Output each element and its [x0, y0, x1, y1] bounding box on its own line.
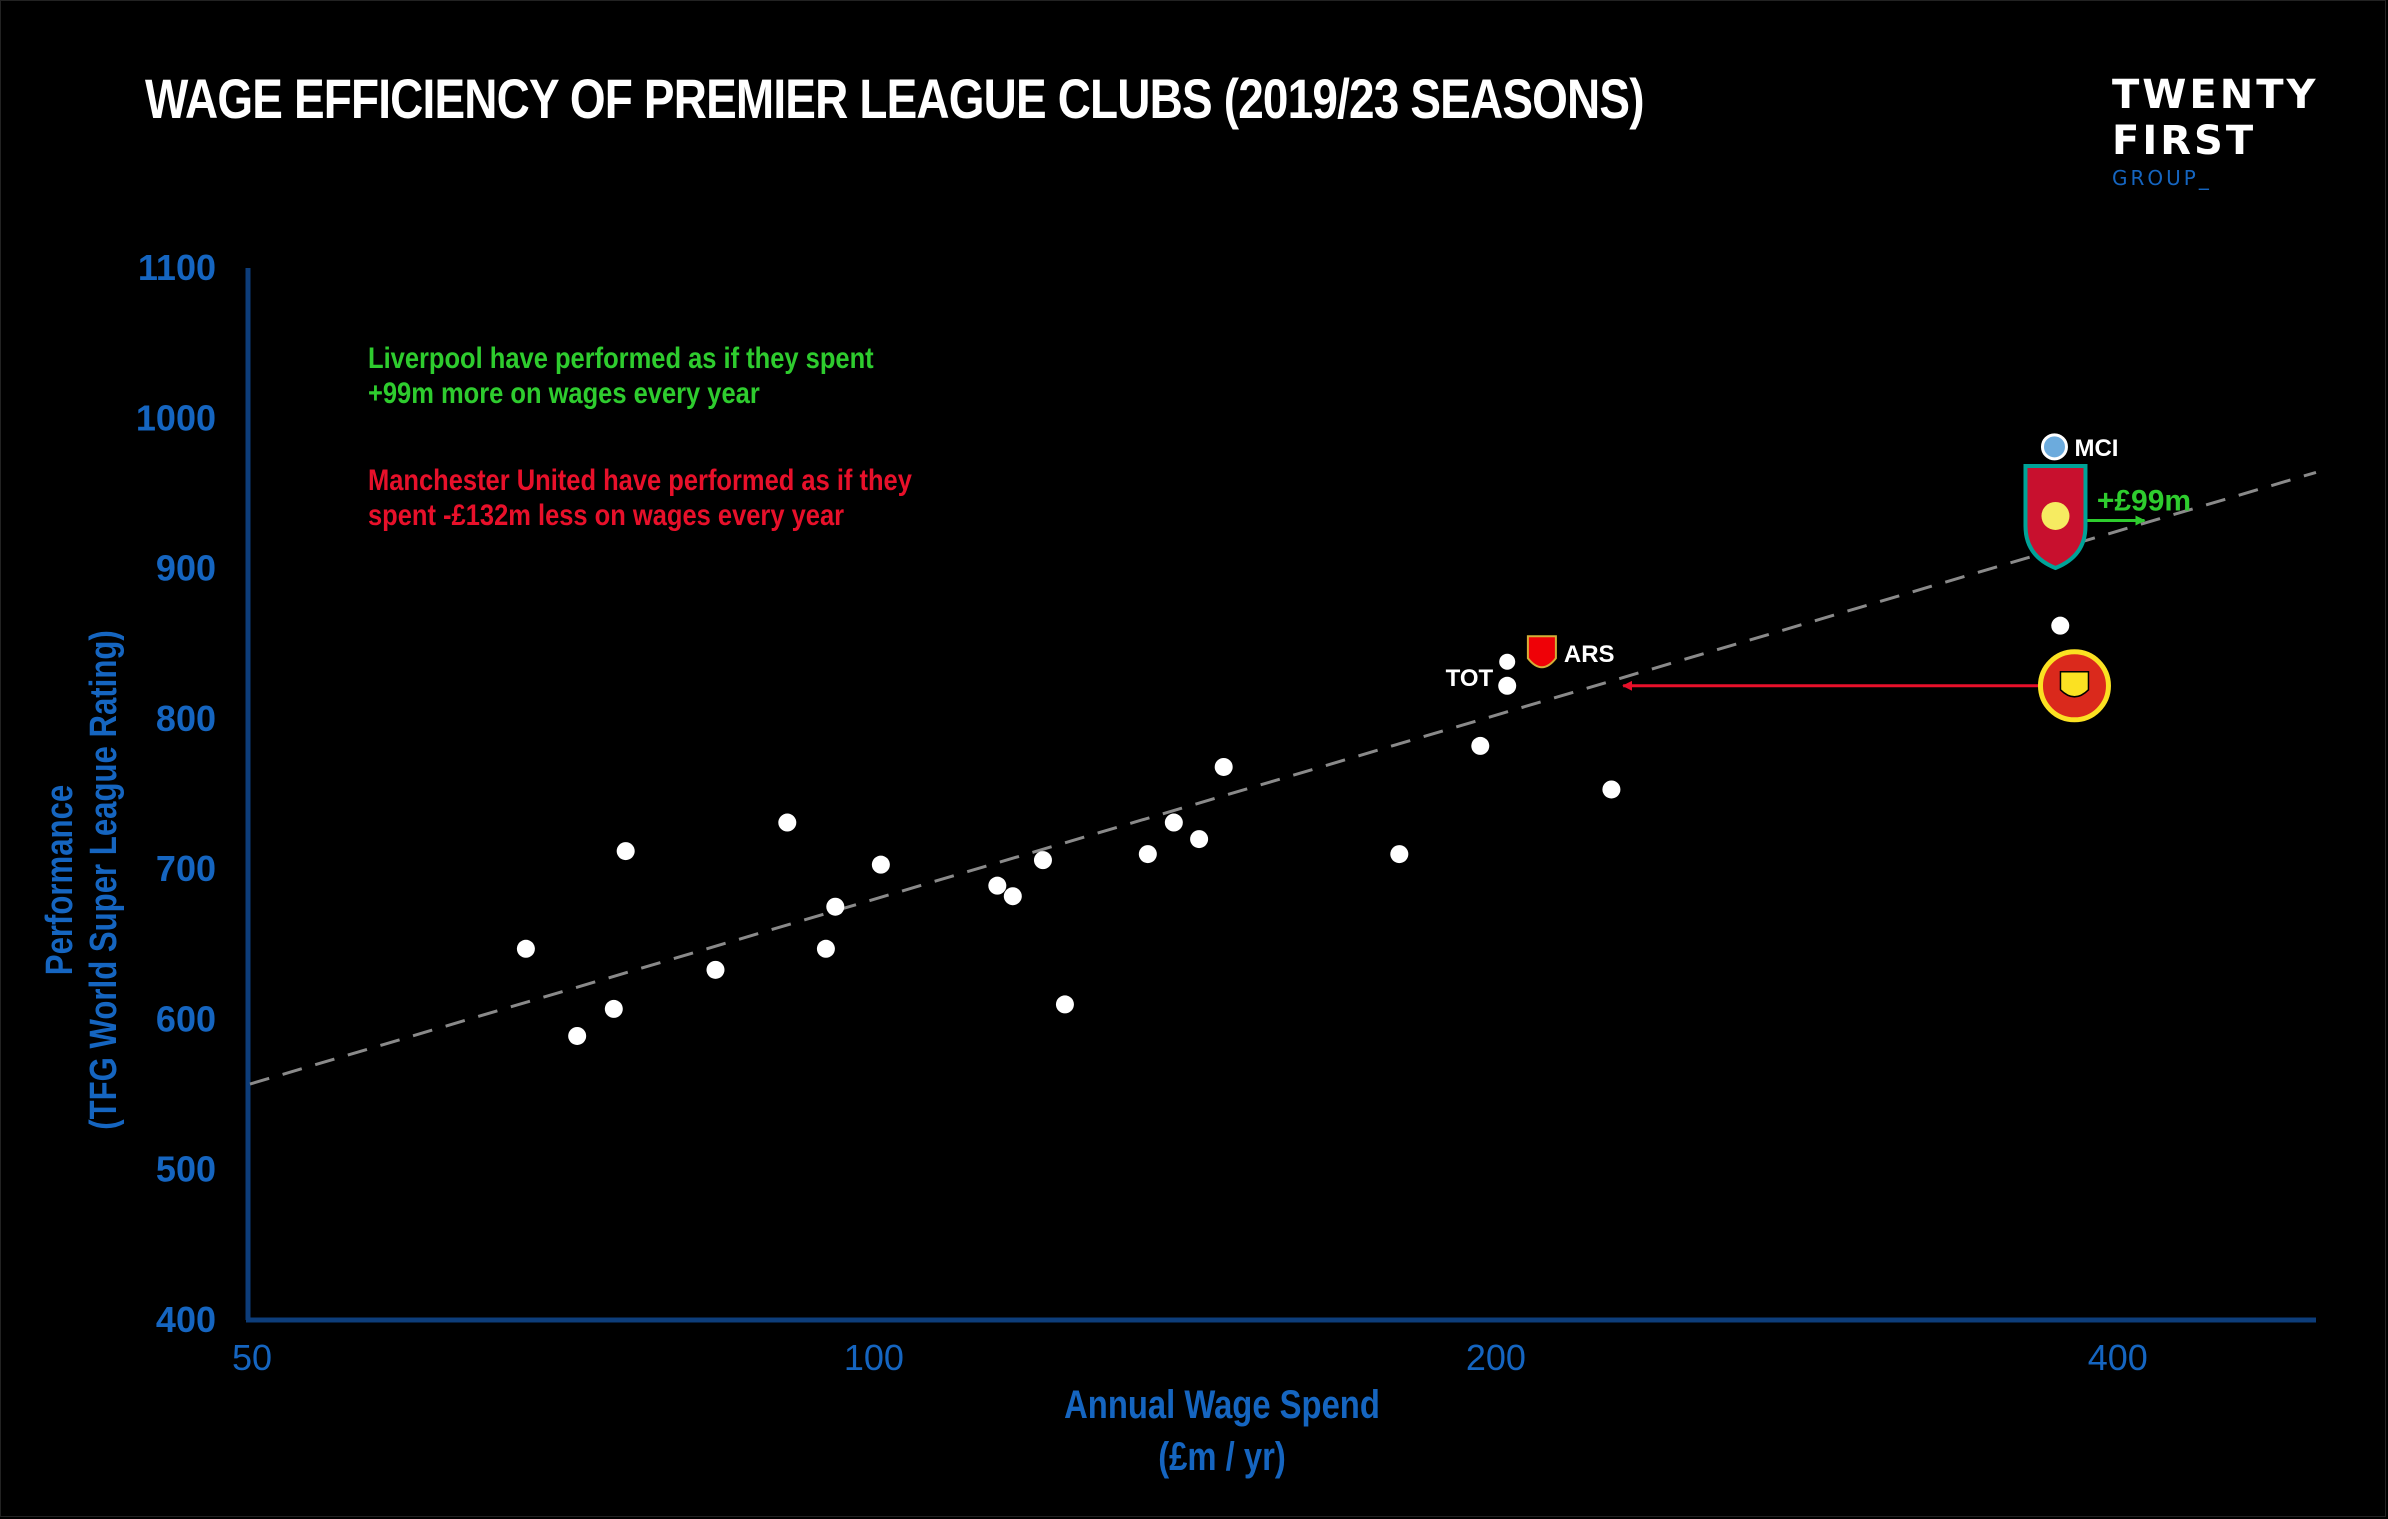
liverpool-annotation-line2: +99m more on wages every year: [368, 376, 760, 409]
data-point: [1003, 887, 1022, 906]
data-point: [1471, 736, 1490, 755]
data-point: [826, 897, 845, 916]
y-tick-label: 700: [156, 848, 216, 889]
y-tick-label: 900: [156, 548, 216, 589]
x-tick-label: 50: [232, 1337, 272, 1378]
tot-label: TOT: [1446, 665, 1494, 692]
mci-label: MCI: [2074, 435, 2118, 462]
y-tick-label: 400: [156, 1299, 216, 1340]
manutd-shield-icon: [2059, 671, 2090, 698]
data-points: [516, 616, 2070, 1045]
logo-line-1: TWENTY: [2112, 72, 2319, 118]
y-tick-label: 800: [156, 698, 216, 739]
y-tick-label: 1100: [138, 247, 216, 288]
data-point: [1214, 757, 1233, 776]
y-tick-labels: 400 500 600 700 800 900 1000 1100: [136, 247, 216, 1340]
data-point: [2051, 616, 2070, 635]
data-point: [1164, 813, 1183, 832]
x-tick-labels: 50 100 200 400: [232, 1337, 2148, 1378]
y-tick-label: 600: [156, 998, 216, 1039]
x-tick-label: 100: [844, 1337, 904, 1378]
club-crests: MCI TOT ARS: [1446, 433, 2118, 723]
data-point: [706, 960, 725, 979]
ars-label: ARS: [1564, 641, 1615, 668]
data-point: [871, 855, 890, 874]
data-point: [616, 842, 635, 861]
liverpool-annotation: Liverpool have performed as if they spen…: [368, 341, 874, 409]
mci-crest-icon: [2040, 433, 2068, 461]
data-point: [778, 813, 797, 832]
manutd-annotation-line2: spent -£132m less on wages every year: [368, 498, 844, 531]
manutd-annotation-line1: Manchester United have performed as if t…: [368, 463, 912, 496]
data-point: [1033, 851, 1052, 870]
brand-logo: TWENTY FIRST GROUP_: [2112, 72, 2318, 190]
tottenham-cockerel-icon: [1499, 653, 1516, 670]
data-point: [568, 1026, 587, 1045]
y-axis-title-line2: (TFG World Super League Rating): [83, 630, 125, 1130]
x-tick-label: 400: [2088, 1337, 2148, 1378]
trend-line: [249, 470, 2317, 1086]
manutd-annotation: Manchester United have performed as if t…: [368, 463, 912, 531]
liverpool-annotation-line1: Liverpool have performed as if they spen…: [368, 341, 874, 374]
data-point: [988, 876, 1007, 895]
logo-line-2: FIRST: [2112, 118, 2257, 164]
x-axis-title-line2: (£m / yr): [1158, 1434, 1286, 1479]
x-axis-title-line1: Annual Wage Spend: [1064, 1382, 1380, 1427]
logo-line-3: GROUP_: [2112, 166, 2212, 190]
data-point: [1602, 780, 1621, 799]
data-point: [1138, 845, 1157, 864]
tottenham-ball-icon: [1498, 676, 1517, 695]
data-point: [1055, 995, 1074, 1014]
data-point: [604, 999, 623, 1018]
data-point: [1190, 830, 1209, 849]
y-tick-label: 1000: [136, 397, 216, 438]
data-point: [516, 939, 535, 958]
data-point: [1390, 845, 1409, 864]
chart-title: WAGE EFFICIENCY OF PREMIER LEAGUE CLUBS …: [145, 67, 1644, 130]
y-axis-title-line1: Performance: [39, 785, 81, 975]
x-tick-label: 200: [1466, 1337, 1526, 1378]
liverbird-icon: [2041, 501, 2070, 530]
data-point: [816, 939, 835, 958]
liverpool-arrow-label: +£99m: [2097, 484, 2191, 517]
y-tick-label: 500: [156, 1149, 216, 1190]
arsenal-crest-icon: [1526, 635, 1557, 669]
